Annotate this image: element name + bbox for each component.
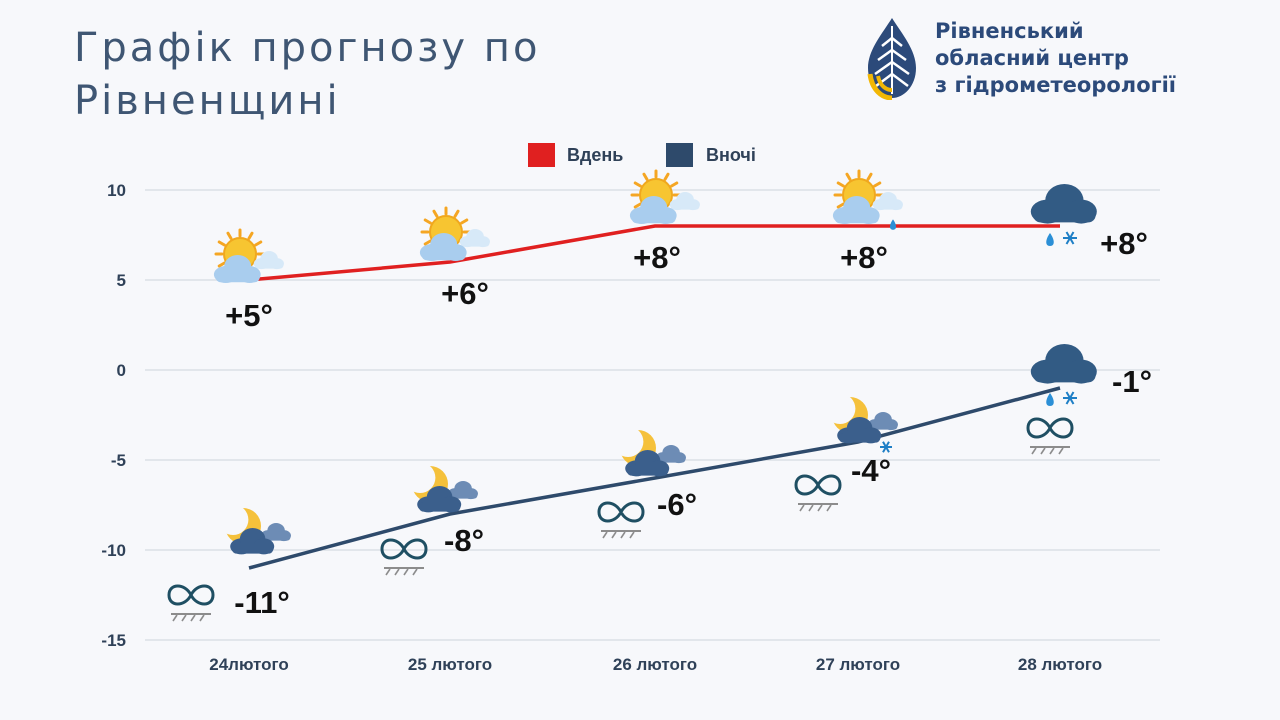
x-tick-label: 27 лютого [816,655,900,674]
moon-cloud-icon [612,426,686,477]
title-line-2: Рівненщині [74,78,341,124]
sun-cloud-icon [419,206,490,262]
x-tick-label: 24лютого [209,655,289,674]
cloud-rain-snow-icon [1030,344,1097,406]
day-temp-label: +6° [441,276,489,311]
day-temp-label: +5° [225,298,273,333]
day-temp-label: +8° [840,240,888,275]
sun-cloud-rain-icon [832,169,903,230]
fog-icon [1026,417,1074,455]
x-tick-label: 28 лютого [1018,655,1102,674]
y-tick-label: -5 [111,451,126,470]
fog-icon [380,538,428,576]
org-line-3: з гідрометеорології [935,73,1176,97]
y-tick-label: -10 [101,541,126,560]
night-series-line [248,386,1061,570]
day-temp-label: +8° [1100,226,1148,261]
moon-cloud-icon [404,462,478,513]
fog-icon [794,474,842,512]
night-temp-label: -4° [851,453,891,488]
cloud-rain-snow-icon [1030,184,1097,246]
moon-cloud-snow-icon [824,393,898,453]
title-line-1: Графік прогнозу по [74,25,541,71]
legend: Вдень Вночі [528,143,756,167]
legend-label-night: Вночі [706,145,756,165]
page-title: Графік прогнозу по Рівненщині [74,22,540,128]
x-tick-label: 25 лютого [408,655,492,674]
y-tick-label: -15 [101,631,126,650]
y-tick-label: 10 [107,181,126,200]
moon-cloud-icon [217,504,291,555]
night-temp-label: -8° [444,523,484,558]
y-tick-label: 0 [117,361,126,380]
org-line-2: обласний центр [935,46,1129,70]
sun-cloud-icon [629,169,700,225]
org-line-1: Рівненський [935,19,1084,43]
fog-icon [597,501,645,539]
legend-label-day: Вдень [567,145,623,165]
night-temp-label: -6° [657,487,697,522]
water-drop-logo-icon [867,18,916,100]
legend-swatch-day [528,143,555,167]
day-temp-label: +8° [633,240,681,275]
fog-icon [167,584,215,622]
sun-cloud-icon [213,228,284,284]
night-temp-label: -1° [1112,364,1152,399]
organization-name: Рівненський обласний центр з гідрометеор… [935,18,1176,99]
night-temp-label: -11° [234,585,290,620]
legend-swatch-night [666,143,693,167]
y-tick-label: 5 [117,271,126,290]
x-tick-label: 26 лютого [613,655,697,674]
day-series-line [248,224,1060,282]
organization-block: Рівненський обласний центр з гідрометеор… [862,16,1262,106]
